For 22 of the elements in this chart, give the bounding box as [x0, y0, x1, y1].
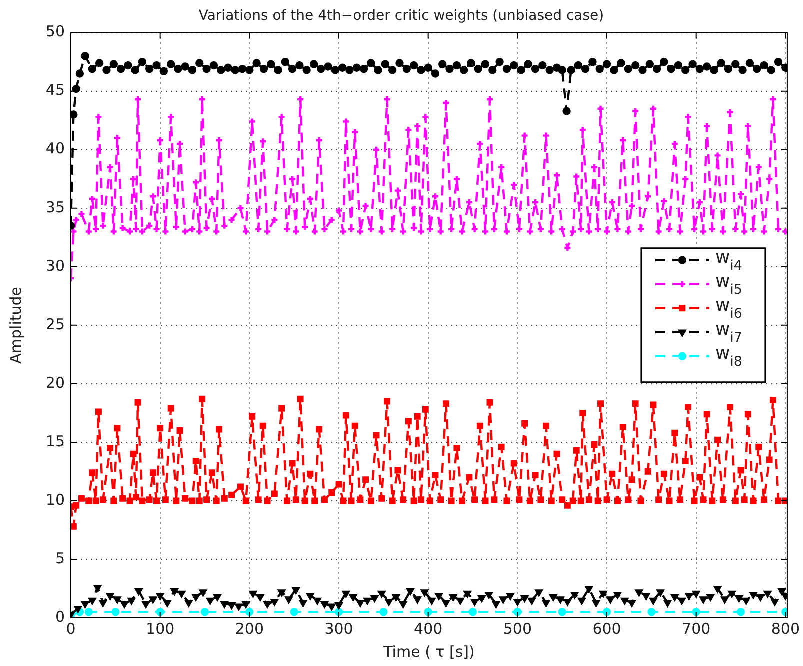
x-tick-label: 600 — [592, 620, 622, 638]
y-tick-label: 10 — [46, 490, 65, 509]
x-tick-label: 400 — [414, 620, 443, 638]
chart-title: Variations of the 4th−order critic weights (unbiased case) — [198, 8, 604, 24]
y-tick-label: 5 — [55, 549, 65, 568]
y-tick-label: 15 — [46, 432, 65, 450]
y-tick-label: 45 — [46, 81, 65, 100]
x-tick-label: 200 — [235, 620, 264, 638]
x-tick-label: 800 — [771, 620, 800, 638]
x-tick-label: 500 — [503, 620, 532, 638]
y-tick-label: 25 — [46, 315, 65, 334]
y-tick-label: 40 — [46, 140, 65, 158]
y-tick-label: 20 — [46, 374, 65, 392]
y-tick-label: 30 — [46, 256, 65, 275]
x-tick-label: 100 — [146, 620, 175, 638]
y-tick-label: 50 — [46, 22, 65, 41]
x-axis-title: Time ( τ [s]) — [382, 642, 475, 661]
y-axis-title: Amplitude — [6, 286, 25, 364]
y-tick-label: 35 — [46, 198, 65, 216]
x-tick-label: 300 — [324, 620, 354, 638]
x-tick-label: 700 — [682, 620, 711, 638]
y-tick-label: 0 — [55, 608, 65, 626]
